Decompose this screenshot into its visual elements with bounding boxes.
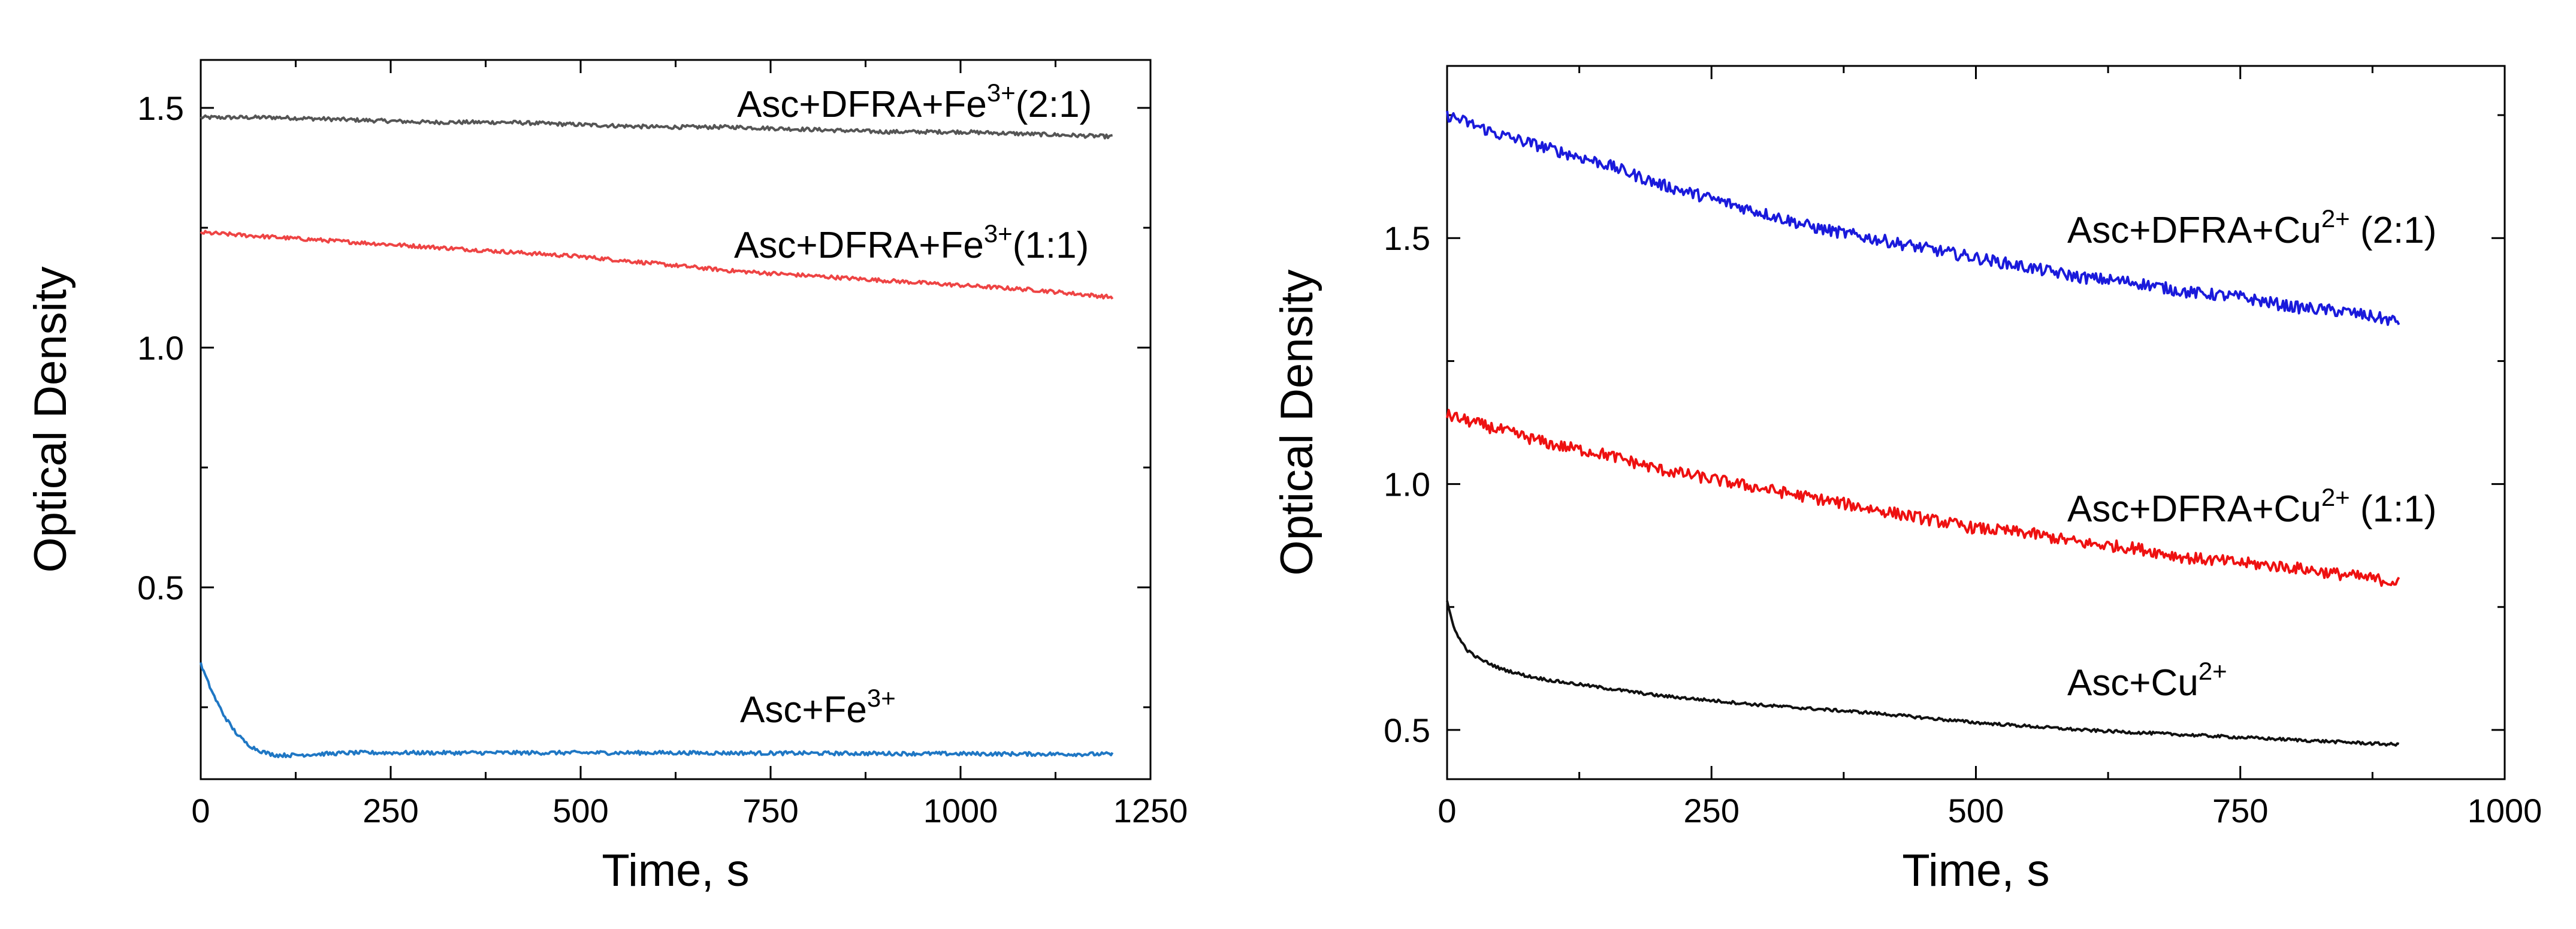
series-label-2: Asc+DFRA+Cu2+ (1:1): [2067, 483, 2436, 530]
x-tick-label: 0: [191, 792, 210, 830]
series-line-1: [200, 114, 1113, 140]
plot-frame: [200, 59, 1152, 780]
x-axis-title: Time, s: [1902, 845, 2049, 896]
series-line-3: [200, 662, 1114, 759]
chart-panel-2: 0 250 500 750 1000 0.5 1.0 1.5 Time, s Optical De…: [1272, 65, 2542, 896]
y-tick-label: 1.5: [137, 89, 184, 127]
x-tick-label: 750: [742, 792, 798, 830]
series-label-2: Asc+DFRA+Fe3+(1:1): [734, 219, 1089, 266]
y-tick-label: 0.5: [137, 569, 184, 607]
x-tick-label: 250: [363, 792, 418, 830]
plot-frame: [1446, 65, 2506, 780]
series-line-3: [1446, 601, 2400, 747]
y-axis-title: Optical Density: [1272, 269, 1322, 575]
y-axis-title: Optical Density: [25, 266, 76, 572]
x-tick-label: 250: [1684, 792, 1740, 830]
x-tick-label: 1250: [1113, 792, 1188, 830]
x-tick-label: 500: [552, 792, 608, 830]
x-tick-label: 0: [1438, 792, 1456, 830]
series-line-2: [1446, 409, 2400, 587]
x-tick-label: 1000: [2468, 792, 2542, 830]
x-tick-label: 500: [1948, 792, 2004, 830]
y-tick-label: 1.5: [1384, 219, 1430, 257]
series-label-1: Asc+DFRA+Fe3+(2:1): [737, 79, 1092, 125]
y-tick-label: 1.0: [1384, 466, 1430, 503]
chart-panel-1: 0 250 500 750 1000 1250 0.5 1.0 1.5 Time, s Optica…: [25, 59, 1188, 896]
y-tick-label: 0.5: [1384, 711, 1430, 749]
series-label-3: Asc+Fe3+: [740, 684, 896, 731]
series-label-3: Asc+Cu2+: [2067, 657, 2227, 704]
series-line-1: [1446, 110, 2400, 326]
x-axis-title: Time, s: [602, 845, 749, 896]
y-tick-label: 1.0: [137, 329, 184, 367]
x-tick-label: 1000: [923, 792, 998, 830]
series-label-1: Asc+DFRA+Cu2+ (2:1): [2067, 204, 2436, 251]
series-line-2: [200, 230, 1114, 300]
x-tick-label: 750: [2212, 792, 2268, 830]
